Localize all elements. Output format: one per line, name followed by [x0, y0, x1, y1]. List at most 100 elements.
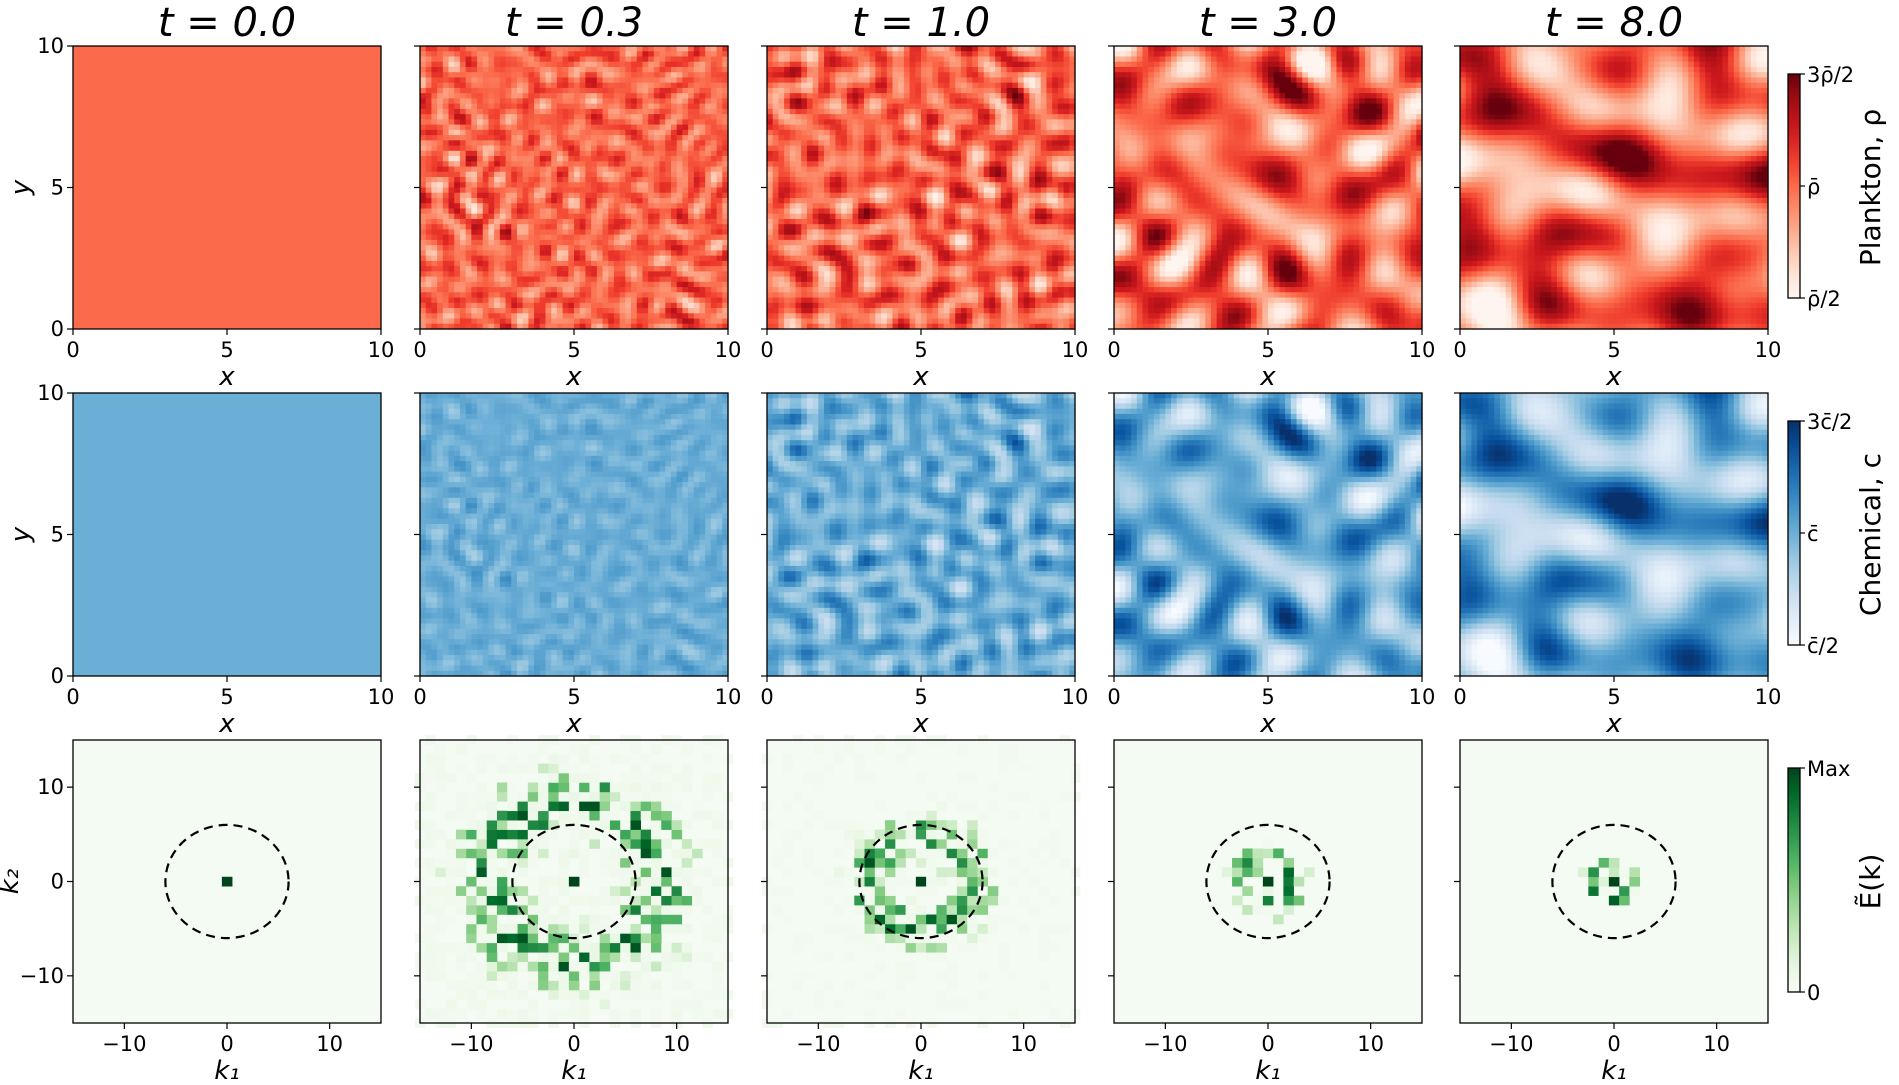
plankton-cell: [454, 130, 460, 136]
plankton-cell: [767, 46, 773, 52]
plankton-cell: [454, 119, 460, 125]
plankton-cell: [551, 203, 557, 209]
plankton-cell: [557, 140, 563, 146]
plankton-cell: [1058, 167, 1064, 173]
plankton-cell: [665, 198, 671, 204]
plankton-cell: [995, 125, 1001, 131]
plankton-cell: [563, 193, 569, 199]
plankton-cell: [984, 46, 990, 52]
plankton-cell: [790, 198, 796, 204]
plankton-cell: [705, 125, 711, 131]
plankton-cell: [921, 83, 927, 89]
plankton-cell: [477, 229, 483, 235]
plankton-cell: [847, 224, 853, 230]
plankton-cell: [830, 104, 836, 110]
plankton-cell: [875, 77, 881, 83]
plankton-cell: [875, 130, 881, 136]
plankton-cell: [528, 77, 534, 83]
plankton-cell: [807, 193, 813, 199]
plankton-cell: [813, 51, 819, 57]
plankton-cell: [1007, 104, 1013, 110]
plankton-cell: [835, 83, 841, 89]
plankton-cell: [984, 140, 990, 146]
plankton-cell: [904, 56, 910, 62]
plankton-cell: [471, 93, 477, 99]
plankton-cell: [796, 135, 802, 141]
plankton-cell: [637, 104, 643, 110]
plankton-cell: [608, 109, 614, 115]
plankton-cell: [471, 208, 477, 214]
plankton-cell: [1001, 83, 1007, 89]
plankton-cell: [460, 250, 466, 256]
plankton-cell: [568, 172, 574, 178]
plankton-cell: [437, 83, 443, 89]
plankton-cell: [557, 125, 563, 131]
plankton-cell: [620, 146, 626, 152]
plankton-cell: [471, 266, 477, 272]
plankton-cell: [773, 62, 779, 68]
plankton-cell: [603, 161, 609, 167]
plankton-cell: [813, 98, 819, 104]
plankton-cell: [483, 119, 489, 125]
plankton-cell: [847, 156, 853, 162]
plankton-cell: [603, 219, 609, 225]
plankton-cell: [858, 67, 864, 73]
plankton-cell: [853, 67, 859, 73]
plankton-cell: [682, 156, 688, 162]
plankton-cell: [955, 235, 961, 241]
plankton-cell: [654, 261, 660, 267]
plankton-cell: [824, 67, 830, 73]
plankton-cell: [921, 177, 927, 183]
plankton-cell: [608, 151, 614, 157]
plankton-cell: [557, 298, 563, 304]
plankton-cell: [1024, 51, 1030, 57]
plankton-cell: [910, 235, 916, 241]
plankton-cell: [978, 167, 984, 173]
plankton-cell: [904, 51, 910, 57]
plankton-cell: [494, 277, 500, 283]
plankton-cell: [580, 266, 586, 272]
plankton-cell: [944, 46, 950, 52]
plankton-cell: [1024, 88, 1030, 94]
plankton-cell: [483, 72, 489, 78]
plankton-cell: [585, 229, 591, 235]
plankton-cell: [534, 56, 540, 62]
plankton-cell: [1018, 208, 1024, 214]
plankton-cell: [660, 277, 666, 283]
plankton-cell: [551, 313, 557, 319]
plankton-cell: [864, 146, 870, 152]
plankton-cell: [454, 250, 460, 256]
plankton-cell: [1024, 224, 1030, 230]
plankton-field-2: [767, 46, 1076, 330]
plankton-cell: [818, 104, 824, 110]
plankton-cell: [773, 130, 779, 136]
plankton-cell: [881, 235, 887, 241]
plankton-cell: [932, 56, 938, 62]
plankton-cell: [790, 235, 796, 241]
plankton-cell: [540, 292, 546, 298]
plankton-cell: [915, 51, 921, 57]
y-tick-label: 0: [51, 317, 64, 341]
plankton-cell: [694, 313, 700, 319]
plankton-cell: [853, 240, 859, 246]
plankton-cell: [488, 208, 494, 214]
plankton-cell: [711, 256, 717, 262]
plankton-cell: [551, 114, 557, 120]
plankton-cell: [961, 46, 967, 52]
plankton-cell: [460, 229, 466, 235]
plankton-cell: [580, 261, 586, 267]
plankton-cell: [858, 83, 864, 89]
plankton-cell: [591, 161, 597, 167]
plankton-cell: [773, 161, 779, 167]
plankton-cell: [517, 93, 523, 99]
plankton-cell: [1024, 130, 1030, 136]
plankton-cell: [801, 198, 807, 204]
plankton-cell: [637, 277, 643, 283]
plankton-cell: [978, 235, 984, 241]
plankton-cell: [460, 77, 466, 83]
plankton-cell: [449, 308, 455, 314]
plankton-cell: [654, 282, 660, 288]
plankton-cell: [545, 167, 551, 173]
plankton-cell: [688, 219, 694, 225]
plankton-cell: [1064, 130, 1070, 136]
